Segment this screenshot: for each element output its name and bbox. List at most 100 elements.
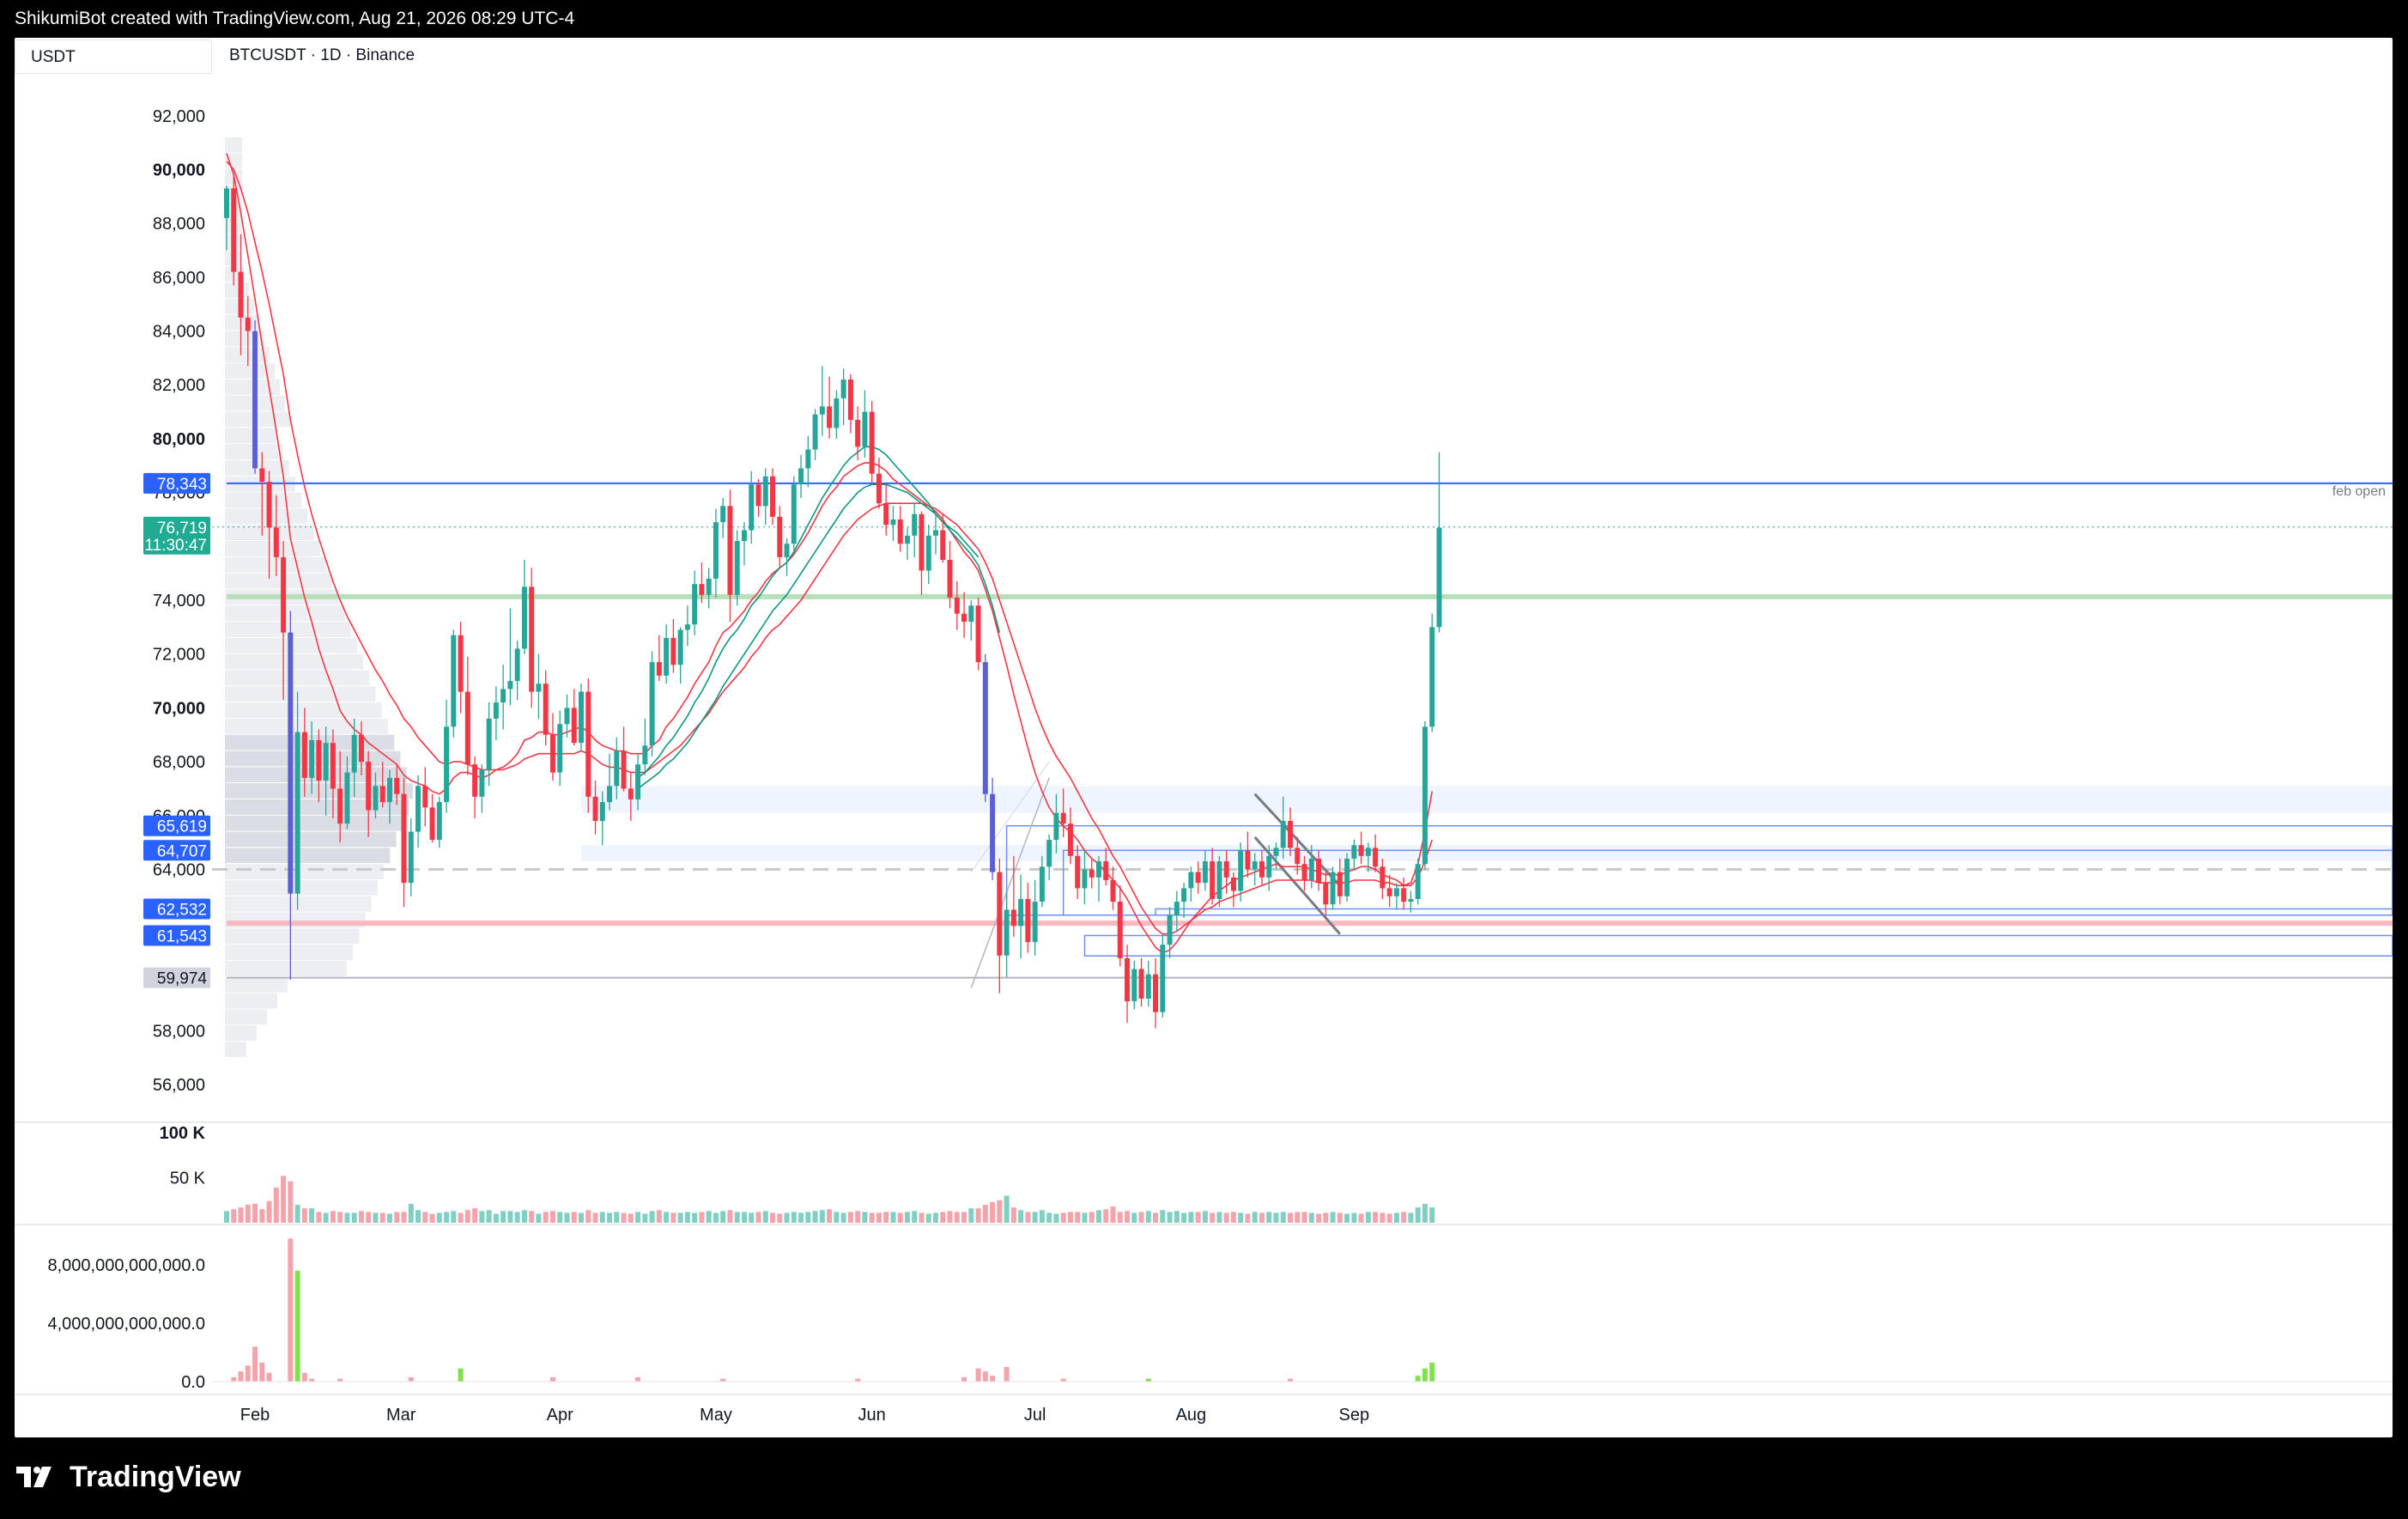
candle[interactable] <box>699 562 705 604</box>
candle[interactable] <box>961 592 967 638</box>
candle[interactable] <box>422 767 428 827</box>
candle[interactable] <box>855 406 861 460</box>
candle[interactable] <box>386 769 392 824</box>
candle[interactable] <box>549 713 555 781</box>
candle[interactable] <box>1025 883 1031 953</box>
candle[interactable] <box>755 478 761 517</box>
candle[interactable] <box>1436 452 1442 633</box>
candle[interactable] <box>819 366 825 436</box>
candle[interactable] <box>564 694 570 738</box>
candle[interactable] <box>451 629 457 738</box>
candle[interactable] <box>607 753 613 811</box>
candle[interactable] <box>536 653 542 719</box>
candle[interactable] <box>273 495 279 576</box>
candle[interactable] <box>1174 890 1180 932</box>
candle[interactable] <box>1358 831 1364 865</box>
candle[interactable] <box>990 777 996 881</box>
candle[interactable] <box>1181 883 1187 918</box>
candle[interactable] <box>1301 855 1307 891</box>
candle[interactable] <box>579 684 584 751</box>
candle[interactable] <box>720 497 726 538</box>
candle[interactable] <box>777 506 783 568</box>
candle[interactable] <box>1308 845 1314 889</box>
candle[interactable] <box>337 750 343 843</box>
candle[interactable] <box>1018 874 1024 958</box>
candle[interactable] <box>521 559 527 654</box>
candle[interactable] <box>1195 861 1201 894</box>
candle[interactable] <box>749 471 755 544</box>
candle[interactable] <box>1082 850 1088 905</box>
candle[interactable] <box>1110 866 1116 910</box>
candle[interactable] <box>1288 807 1293 856</box>
candle[interactable] <box>628 772 634 822</box>
candle[interactable] <box>1089 858 1095 889</box>
candle[interactable] <box>1266 845 1272 891</box>
candle[interactable] <box>1046 834 1052 881</box>
candle[interactable] <box>344 756 350 829</box>
candle[interactable] <box>379 762 385 808</box>
candle[interactable] <box>1429 613 1435 732</box>
candle[interactable] <box>394 764 400 805</box>
candle[interactable] <box>1117 885 1123 967</box>
candle[interactable] <box>429 793 435 843</box>
candle[interactable] <box>557 710 563 787</box>
candle[interactable] <box>592 781 598 835</box>
candle[interactable] <box>1075 845 1081 899</box>
chart-panel[interactable]: USDT BTCUSDT · 1D · Binance feb open 92,0… <box>15 38 2393 1437</box>
candle[interactable] <box>543 670 549 746</box>
candle[interactable] <box>1067 807 1073 865</box>
candle[interactable] <box>1160 933 1166 1018</box>
candle[interactable] <box>358 721 364 775</box>
candle[interactable] <box>1202 850 1208 891</box>
candle[interactable] <box>1138 957 1144 1007</box>
candle[interactable] <box>415 775 422 848</box>
candle[interactable] <box>514 641 520 700</box>
candle[interactable] <box>479 764 485 813</box>
candle[interactable] <box>529 568 535 708</box>
candle[interactable] <box>614 737 620 799</box>
candle[interactable] <box>288 611 294 980</box>
candle[interactable] <box>812 409 818 460</box>
candle[interactable] <box>1131 961 1137 1010</box>
candle[interactable] <box>1393 883 1399 910</box>
candle[interactable] <box>642 718 648 775</box>
candle[interactable] <box>656 635 662 682</box>
candle[interactable] <box>997 858 1003 993</box>
candle[interactable] <box>444 699 450 813</box>
candle[interactable] <box>684 605 690 647</box>
candle[interactable] <box>1323 872 1329 915</box>
candle[interactable] <box>500 665 506 730</box>
candle[interactable] <box>869 401 875 485</box>
candle[interactable] <box>301 708 307 797</box>
candle[interactable] <box>1095 855 1101 902</box>
candle[interactable] <box>1188 866 1194 902</box>
candle[interactable] <box>599 791 605 846</box>
candle[interactable] <box>727 489 733 623</box>
candle[interactable] <box>401 777 407 908</box>
candle[interactable] <box>692 570 698 635</box>
candle[interactable] <box>1216 855 1222 908</box>
candle[interactable] <box>238 234 244 355</box>
candle[interactable] <box>1415 858 1421 905</box>
candle[interactable] <box>664 624 670 684</box>
candle[interactable] <box>904 527 910 560</box>
candle[interactable] <box>1380 858 1386 899</box>
candle[interactable] <box>259 452 265 536</box>
candle[interactable] <box>1422 721 1428 870</box>
candle[interactable] <box>940 513 946 563</box>
candle[interactable] <box>1316 850 1322 891</box>
candle[interactable] <box>1337 858 1343 905</box>
candle[interactable] <box>954 581 960 630</box>
candle[interactable] <box>1010 855 1016 937</box>
candle[interactable] <box>897 506 903 552</box>
candle[interactable] <box>1004 890 1010 977</box>
candle[interactable] <box>975 597 981 671</box>
candle[interactable] <box>883 484 889 536</box>
candle[interactable] <box>706 568 712 609</box>
candle[interactable] <box>890 506 896 542</box>
candle[interactable] <box>912 503 918 557</box>
candle[interactable] <box>762 468 768 526</box>
candle[interactable] <box>1125 945 1131 1024</box>
candle[interactable] <box>1365 842 1371 872</box>
candle[interactable] <box>366 750 372 837</box>
